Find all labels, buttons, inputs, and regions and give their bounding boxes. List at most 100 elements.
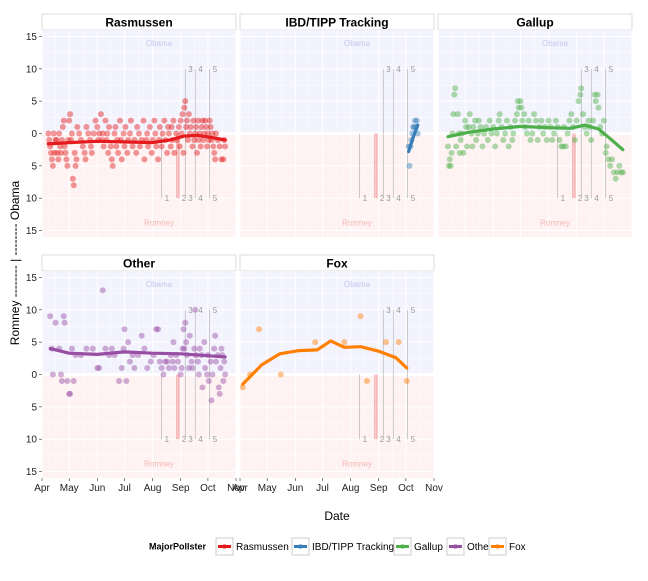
data-point bbox=[610, 169, 617, 176]
x-tick-label: Jul bbox=[118, 483, 131, 494]
data-point bbox=[410, 124, 417, 131]
data-point bbox=[60, 117, 67, 124]
data-point bbox=[549, 136, 556, 143]
data-point bbox=[180, 326, 187, 333]
data-point bbox=[107, 143, 114, 150]
data-point bbox=[619, 169, 626, 176]
data-point bbox=[106, 124, 113, 131]
trend-line bbox=[46, 133, 227, 146]
data-point bbox=[406, 162, 413, 169]
romney-watermark: Romney bbox=[342, 459, 372, 468]
data-point bbox=[202, 117, 209, 124]
data-point bbox=[446, 156, 453, 163]
data-point bbox=[573, 117, 580, 124]
x-tick-label: Oct bbox=[398, 483, 414, 494]
data-point bbox=[612, 175, 619, 182]
data-point bbox=[74, 124, 81, 131]
legend-item-fox: Fox bbox=[488, 537, 526, 556]
data-point bbox=[182, 98, 189, 105]
event-label-bottom: 3 bbox=[584, 194, 589, 203]
data-point bbox=[165, 365, 172, 372]
data-point bbox=[462, 117, 469, 124]
event-label-top: 4 bbox=[396, 65, 401, 74]
facet-strip-title: Fox bbox=[326, 257, 348, 271]
data-point bbox=[151, 117, 158, 124]
data-point bbox=[147, 358, 154, 365]
data-point bbox=[45, 130, 52, 137]
data-point bbox=[552, 117, 559, 124]
data-point bbox=[341, 339, 348, 346]
data-point bbox=[585, 117, 592, 124]
data-point bbox=[104, 130, 111, 137]
data-point bbox=[136, 130, 142, 137]
event-label-bottom: 1 bbox=[561, 194, 566, 203]
data-point bbox=[523, 130, 530, 137]
data-point bbox=[575, 98, 582, 105]
x-tick-label: Sep bbox=[172, 483, 190, 494]
data-point bbox=[189, 143, 196, 150]
data-point bbox=[94, 124, 101, 131]
obama-region bbox=[438, 30, 632, 134]
data-point bbox=[168, 124, 175, 131]
data-point bbox=[538, 117, 545, 124]
x-tick-label: May bbox=[60, 483, 79, 494]
data-point bbox=[46, 136, 53, 143]
data-point bbox=[67, 111, 74, 118]
data-point bbox=[96, 365, 103, 372]
data-point bbox=[577, 91, 584, 98]
data-point bbox=[534, 136, 541, 143]
data-point bbox=[221, 358, 228, 365]
data-point bbox=[202, 365, 209, 372]
data-point bbox=[181, 104, 188, 111]
data-point bbox=[357, 313, 364, 320]
data-point bbox=[609, 156, 616, 163]
data-point bbox=[72, 162, 79, 169]
y-tick-label: 10 bbox=[26, 194, 38, 205]
obama-region bbox=[42, 30, 236, 134]
data-point bbox=[220, 156, 227, 163]
data-point bbox=[503, 117, 510, 124]
data-point bbox=[519, 117, 526, 124]
data-point bbox=[50, 130, 57, 137]
data-point bbox=[209, 130, 216, 137]
data-point bbox=[194, 358, 201, 365]
data-point bbox=[52, 319, 59, 326]
data-point bbox=[159, 130, 166, 137]
data-point bbox=[164, 149, 171, 156]
data-point bbox=[138, 332, 145, 339]
data-point bbox=[562, 143, 569, 150]
data-point bbox=[215, 384, 222, 391]
data-point bbox=[218, 345, 225, 352]
event-label-bottom: 5 bbox=[609, 194, 614, 203]
romney-region bbox=[438, 133, 632, 237]
data-point bbox=[403, 377, 410, 384]
data-point bbox=[69, 175, 76, 182]
data-point bbox=[48, 156, 55, 163]
data-point bbox=[484, 136, 491, 143]
data-point bbox=[566, 117, 573, 124]
data-point bbox=[62, 149, 69, 156]
data-point bbox=[216, 143, 223, 150]
data-point bbox=[131, 365, 138, 372]
data-point bbox=[115, 149, 122, 156]
data-point bbox=[55, 156, 62, 163]
data-point bbox=[126, 358, 133, 365]
event-label-top: 4 bbox=[594, 65, 599, 74]
data-point bbox=[177, 371, 184, 378]
data-point bbox=[145, 143, 152, 150]
data-point bbox=[578, 85, 585, 92]
data-point bbox=[144, 130, 151, 137]
data-point bbox=[144, 365, 151, 372]
obama-region bbox=[42, 271, 236, 375]
data-point bbox=[588, 136, 595, 143]
romney-watermark: Romney bbox=[342, 218, 372, 227]
data-point bbox=[81, 149, 88, 156]
x-axis-title: Date bbox=[324, 509, 350, 523]
event-label-top: 3 bbox=[386, 306, 391, 315]
data-point bbox=[194, 149, 201, 156]
data-point bbox=[88, 149, 95, 156]
